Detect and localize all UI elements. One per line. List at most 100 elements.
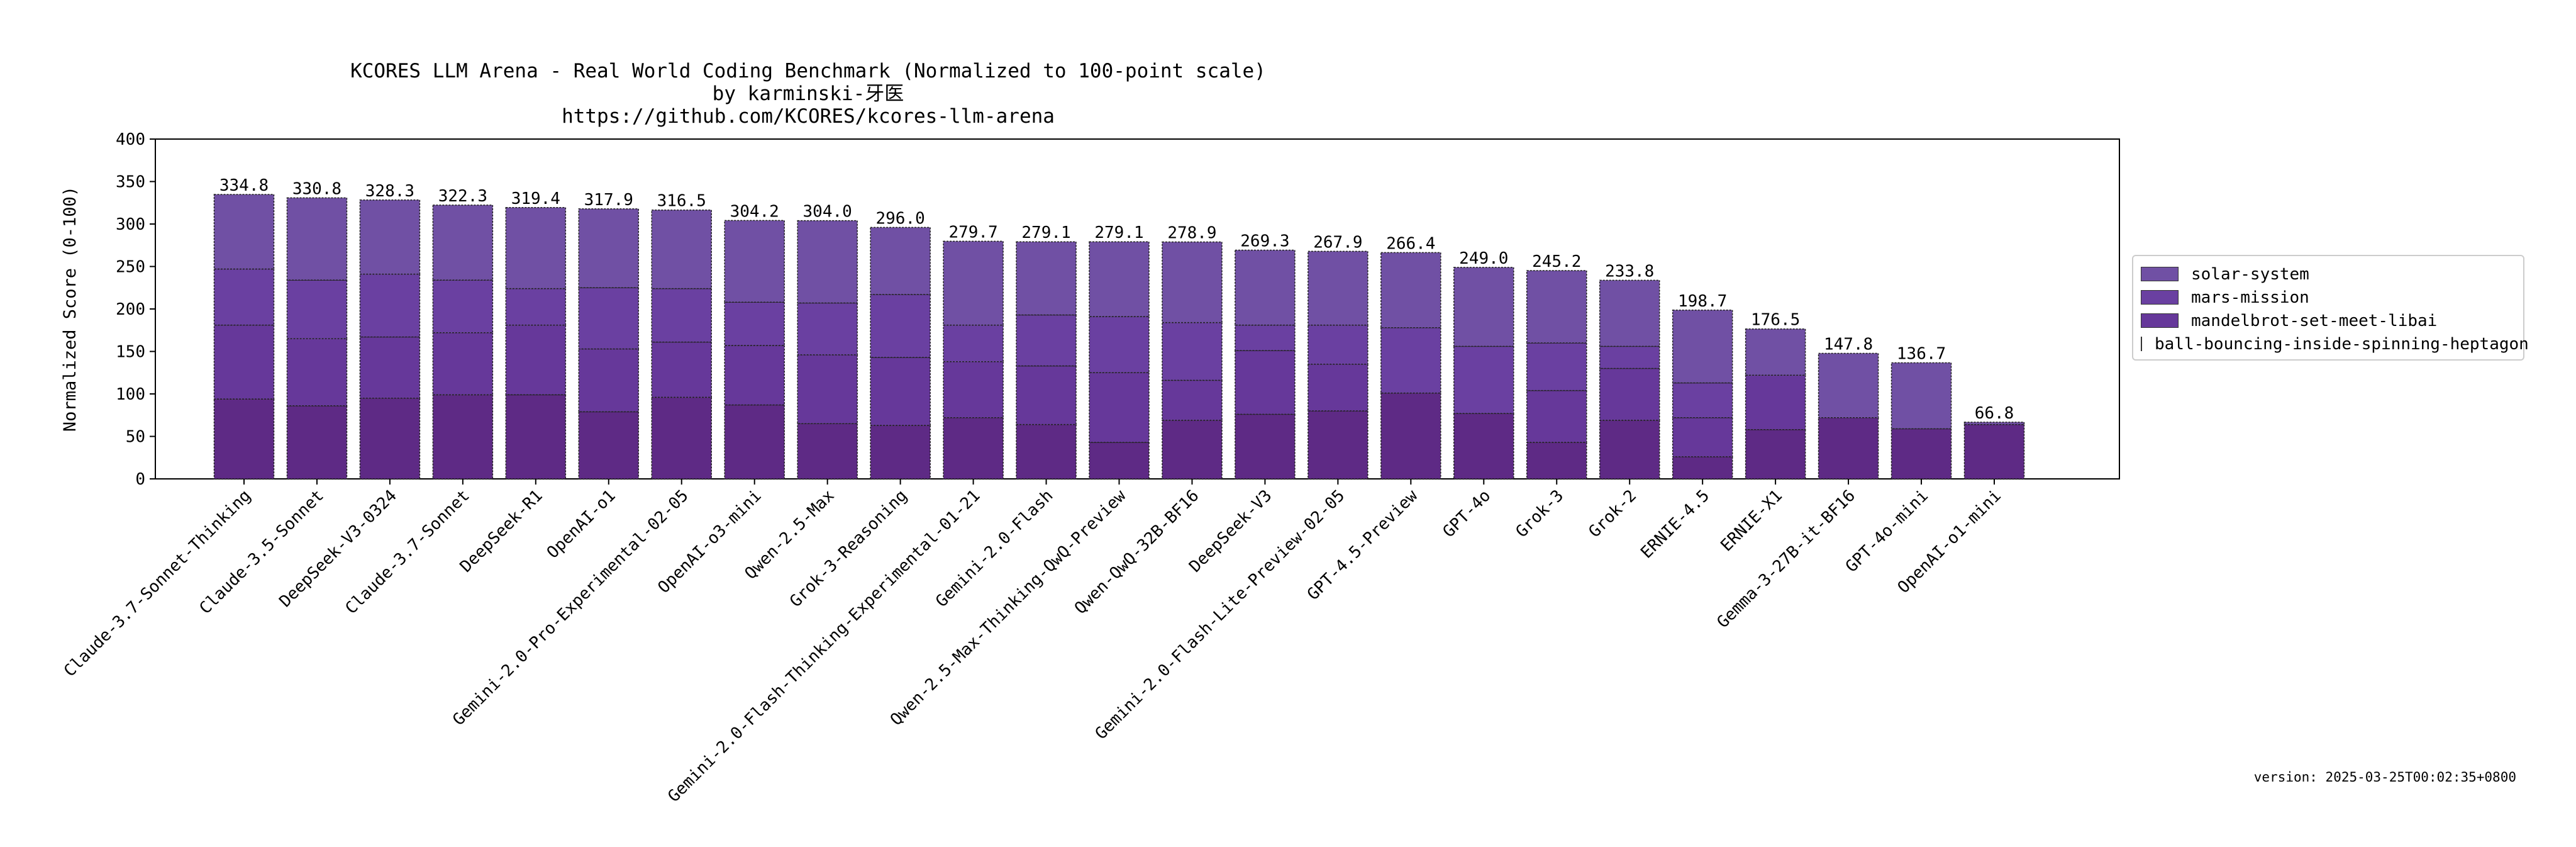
version-stamp: version: 2025-03-25T00:02:35+0800 <box>2253 770 2516 785</box>
x-tick-label: Gemini-2.0-Flash <box>932 486 1057 611</box>
bar-segment <box>286 279 348 340</box>
chart-subtitle-author: by karminski-牙医 <box>712 82 904 105</box>
bar-segment <box>1089 316 1150 373</box>
bar-value-label: 322.3 <box>438 187 487 206</box>
bar-segment <box>1672 310 1733 384</box>
bar-segment <box>1162 241 1223 323</box>
bar-segment <box>1380 327 1441 394</box>
bar-value-label: 296.0 <box>875 209 924 228</box>
bar-segment <box>1089 241 1150 317</box>
bar-segment <box>1599 420 1660 480</box>
bar-segment <box>943 417 1004 480</box>
bar-segment <box>1016 314 1077 367</box>
bar-segment <box>1307 364 1368 412</box>
bar-segment <box>1235 413 1296 480</box>
bar-value-label: 319.4 <box>511 189 560 208</box>
x-tick-label: Grok-3 <box>1513 486 1568 542</box>
bar-segment <box>870 294 931 358</box>
bar-segment <box>1672 417 1733 457</box>
bar-segment <box>432 394 494 480</box>
bar-segment <box>943 240 1004 326</box>
x-tick-label: Qwen-QwQ-32B-BF16 <box>1071 486 1202 618</box>
x-tick-label: Grok-3-Reasoning <box>786 486 911 611</box>
bar-segment <box>1526 342 1587 391</box>
bar-segment <box>359 273 421 338</box>
bar-segment <box>1526 270 1587 344</box>
bar-segment <box>870 425 931 480</box>
bar-value-label: 136.7 <box>1897 344 1946 363</box>
chart-title: KCORES LLM Arena - Real World Coding Ben… <box>350 60 1266 82</box>
x-tick-label: GPT-4o <box>1440 486 1495 542</box>
legend-label: ball-bouncing-inside-spinning-heptagon <box>2155 334 2529 354</box>
y-tick-label: 100 <box>116 385 145 404</box>
bar-value-label: 198.7 <box>1678 292 1727 311</box>
legend-swatch <box>2141 267 2179 281</box>
bar-segment <box>724 404 785 480</box>
bar-segment <box>1818 352 1879 418</box>
legend-swatch <box>2141 290 2179 305</box>
bar-segment <box>1599 279 1660 347</box>
bar-segment <box>1890 362 1952 430</box>
y-tick-label: 250 <box>116 258 145 277</box>
y-tick-label: 200 <box>116 300 145 319</box>
x-tick-label: Claude-3.5-Sonnet <box>196 486 328 618</box>
bar-segment <box>724 345 785 406</box>
bar-value-label: 304.2 <box>730 202 779 221</box>
bar-value-label: 233.8 <box>1605 262 1654 281</box>
bar-segment <box>724 301 785 346</box>
bar-segment <box>1089 372 1150 443</box>
bar-segment <box>1380 392 1441 480</box>
bar-value-label: 317.9 <box>584 191 633 210</box>
bar-segment <box>213 324 275 400</box>
bar-segment <box>1745 328 1806 376</box>
y-tick-label: 400 <box>116 130 145 149</box>
bar-value-label: 269.3 <box>1240 232 1289 250</box>
bar-segment <box>1162 420 1223 480</box>
bar-segment <box>1599 367 1660 421</box>
bar-value-label: 279.1 <box>1021 223 1070 242</box>
bar-segment <box>1307 324 1368 365</box>
bar-segment <box>797 354 858 425</box>
bar-segment <box>870 227 931 295</box>
bar-segment <box>1453 267 1514 347</box>
bar-segment <box>1089 442 1150 480</box>
bar-segment <box>213 194 275 270</box>
bar-segment <box>651 209 712 289</box>
bar-value-label: 66.8 <box>1975 404 2014 423</box>
bar-segment <box>505 288 567 326</box>
bar-segment <box>870 357 931 426</box>
bar-value-label: 249.0 <box>1459 249 1508 268</box>
y-axis-label: Normalized Score (0-100) <box>60 186 80 432</box>
legend-item-ball-bouncing: ball-bouncing-inside-spinning-heptagon <box>2141 332 2529 356</box>
legend-swatch <box>2141 337 2142 351</box>
bar-segment <box>359 336 421 399</box>
bar-segment <box>943 324 1004 362</box>
bar-value-label: 266.4 <box>1386 234 1435 253</box>
legend-item-mandelbrot: mandelbrot-set-meet-libai <box>2141 309 2523 332</box>
y-tick-label: 350 <box>116 173 145 192</box>
bar-segment <box>578 411 640 480</box>
bar-segment <box>1235 350 1296 415</box>
bar-segment <box>1745 374 1806 430</box>
bar-segment <box>213 398 275 480</box>
bar-segment <box>1016 365 1077 425</box>
bar-value-label: 279.1 <box>1094 223 1143 242</box>
bar-segment <box>213 268 275 326</box>
legend-item-solar-system: solar-system <box>2141 262 2523 286</box>
bar-segment <box>1016 424 1077 480</box>
bar-segment <box>1235 249 1296 326</box>
legend-label: mandelbrot-set-meet-libai <box>2191 311 2438 330</box>
bar-segment <box>505 207 567 289</box>
x-tick-label: ERNIE-4.5 <box>1637 486 1713 563</box>
bar-segment <box>286 338 348 407</box>
bar-segment <box>1672 456 1733 480</box>
x-tick-label: Grok-2 <box>1585 486 1641 542</box>
bar-segment <box>1162 379 1223 421</box>
x-tick-label: Gemma-3-27B-it-BF16 <box>1714 486 1860 632</box>
y-tick-label: 150 <box>116 343 145 362</box>
bar-segment <box>724 220 785 303</box>
bar-segment <box>578 287 640 350</box>
bar-segment <box>1453 413 1514 480</box>
x-tick-label: DeepSeek-V3-0324 <box>276 486 401 611</box>
bar-segment <box>286 197 348 281</box>
